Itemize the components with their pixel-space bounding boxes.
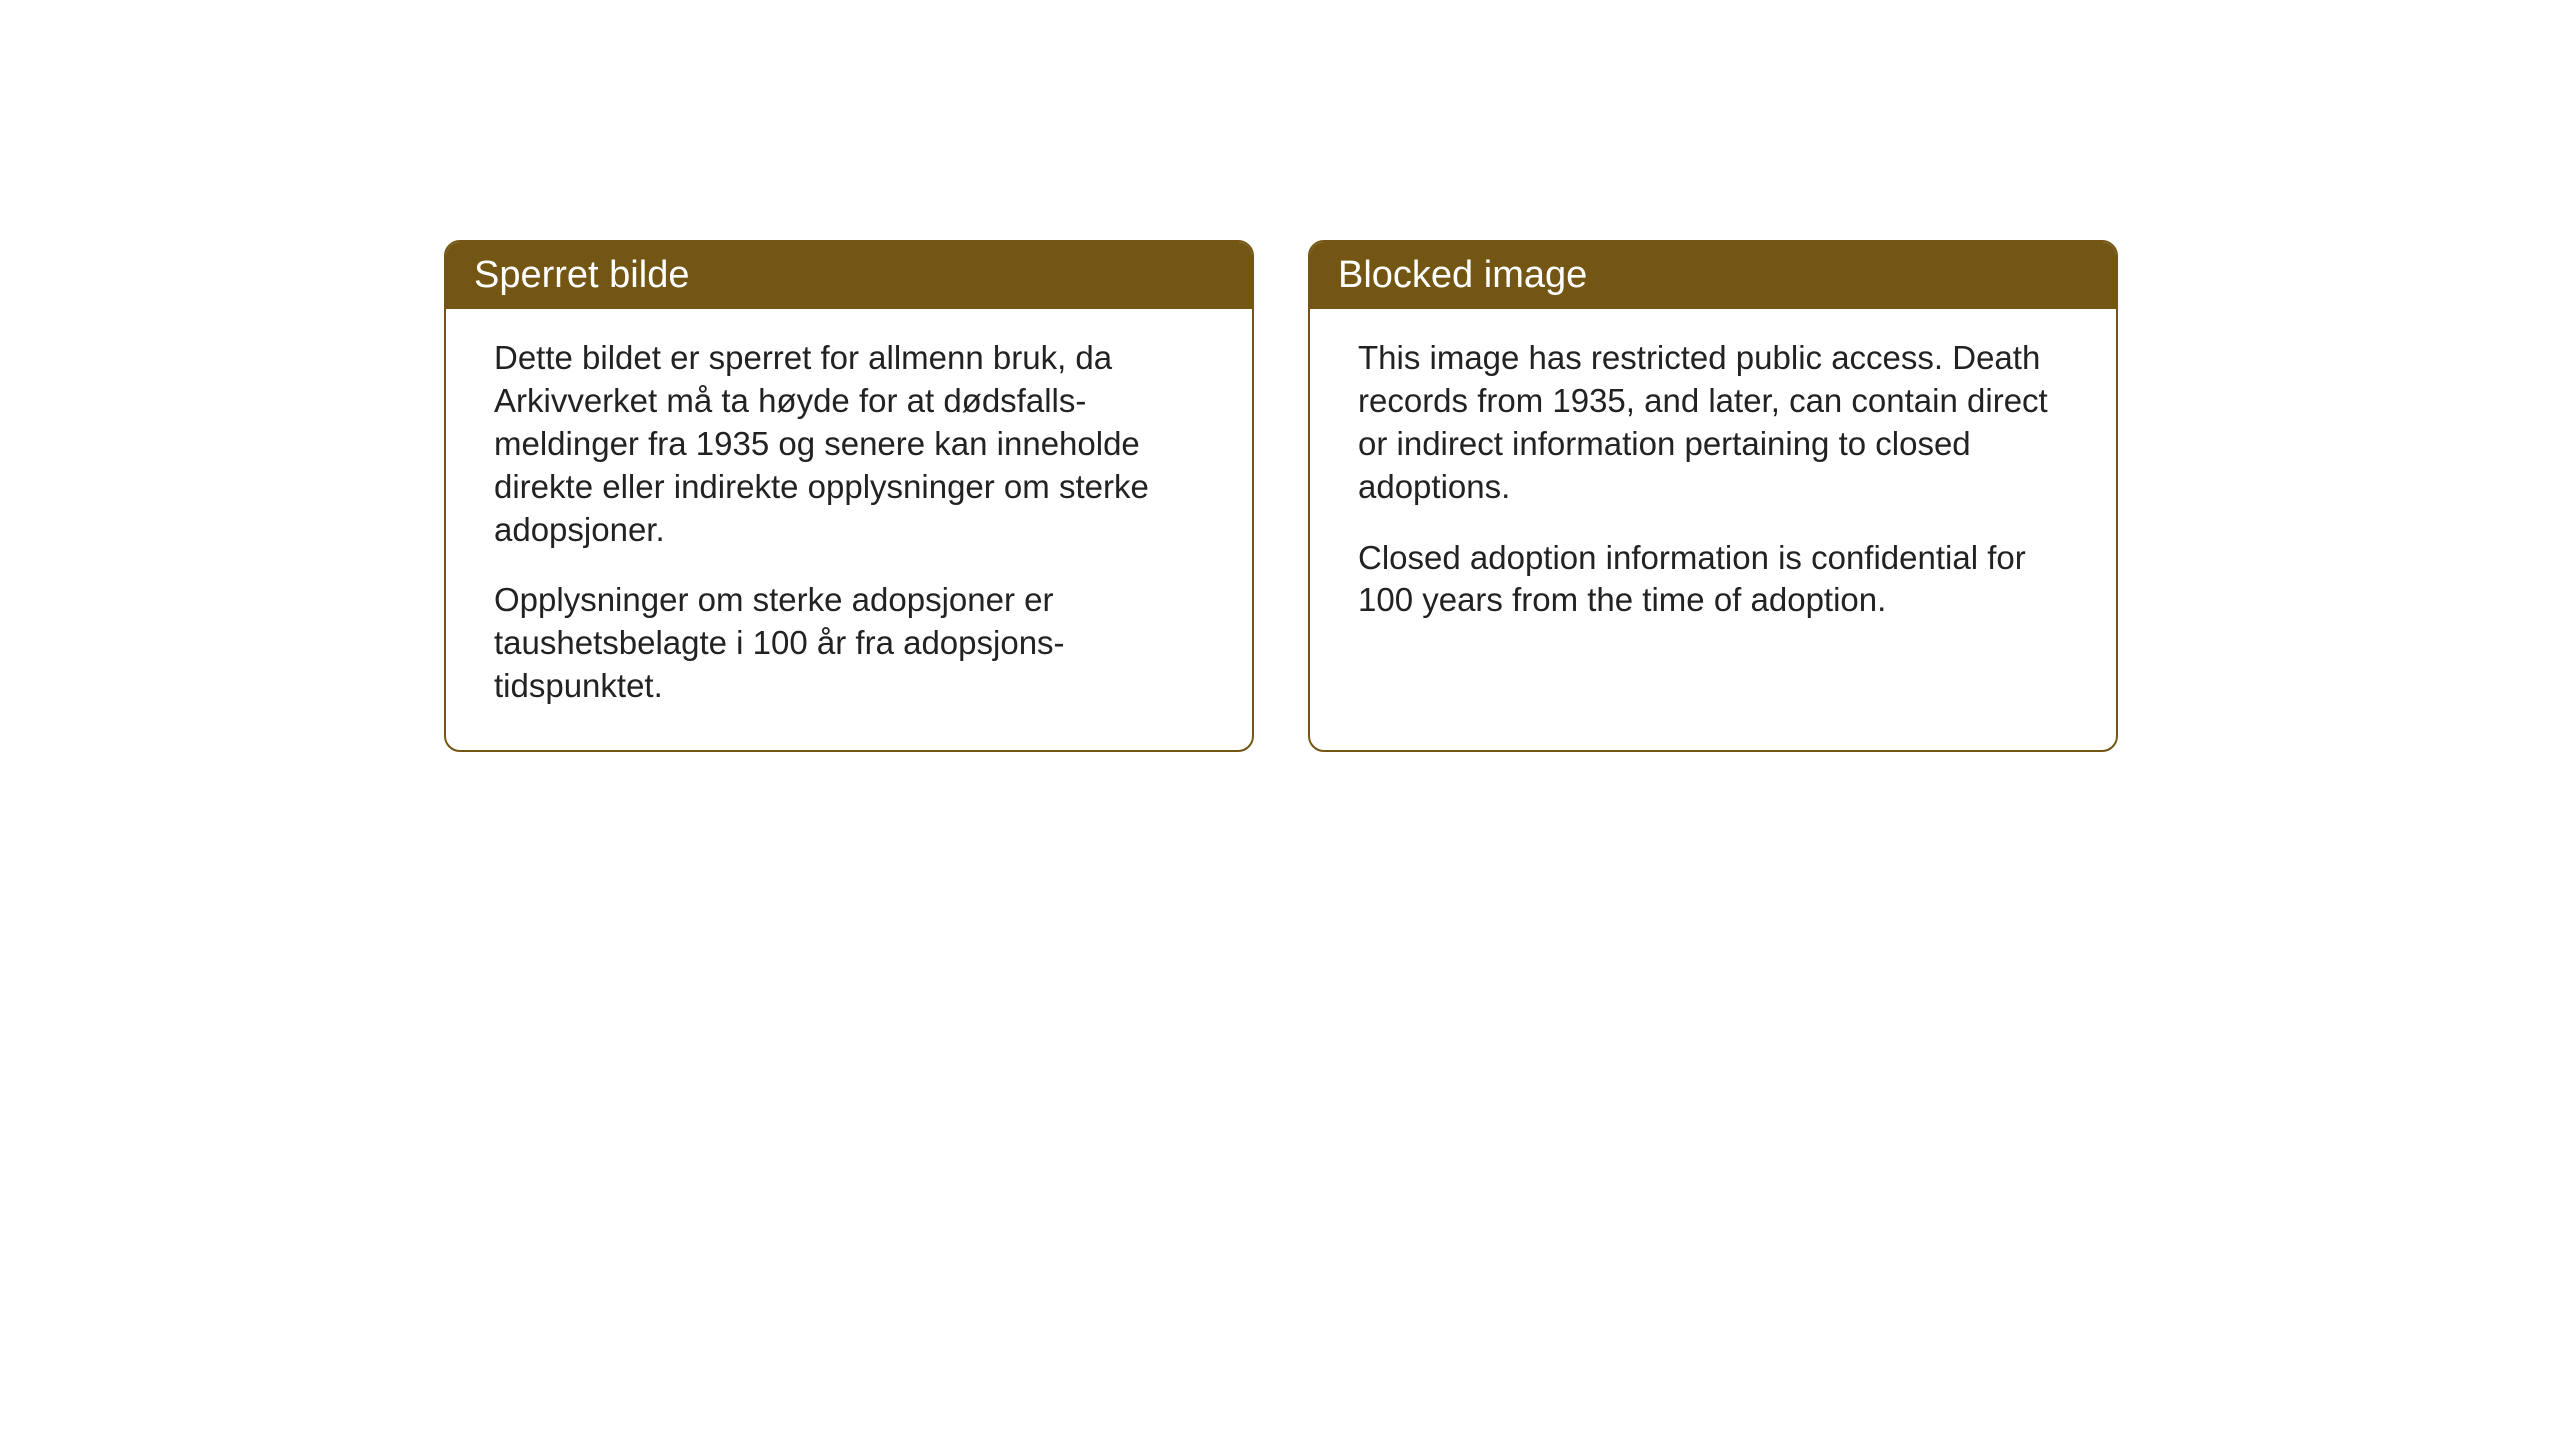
- notice-card-english: Blocked image This image has restricted …: [1308, 240, 2118, 752]
- paragraph-english-1: This image has restricted public access.…: [1358, 337, 2068, 509]
- card-title-norwegian: Sperret bilde: [474, 254, 689, 296]
- paragraph-english-2: Closed adoption information is confident…: [1358, 537, 2068, 623]
- paragraph-norwegian-1: Dette bildet er sperret for allmenn bruk…: [494, 337, 1204, 551]
- paragraph-norwegian-2: Opplysninger om sterke adopsjoner er tau…: [494, 579, 1204, 708]
- card-header-norwegian: Sperret bilde: [446, 242, 1252, 309]
- notice-card-norwegian: Sperret bilde Dette bildet er sperret fo…: [444, 240, 1254, 752]
- card-body-english: This image has restricted public access.…: [1310, 309, 2116, 662]
- card-body-norwegian: Dette bildet er sperret for allmenn bruk…: [446, 309, 1252, 748]
- card-header-english: Blocked image: [1310, 242, 2116, 309]
- card-title-english: Blocked image: [1338, 254, 1587, 296]
- notice-container: Sperret bilde Dette bildet er sperret fo…: [444, 240, 2118, 752]
